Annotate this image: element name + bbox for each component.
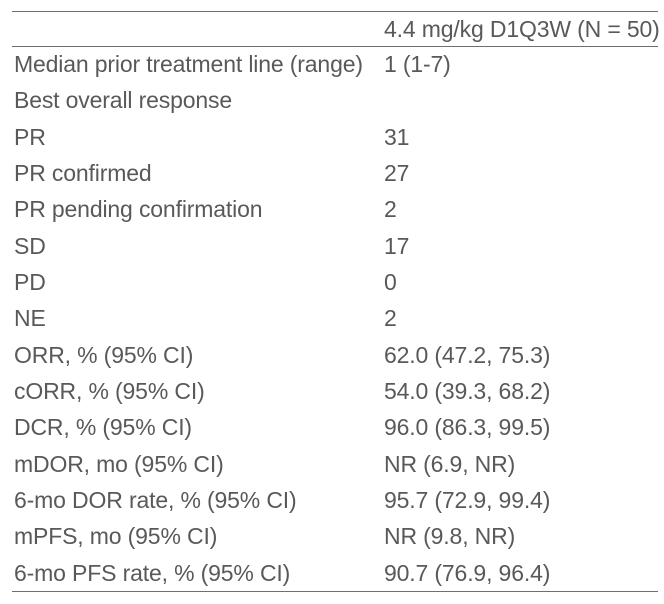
row-label: cORR, % (95% CI) [14,378,205,405]
row-value: NR (9.8, NR) [384,523,516,550]
row-value: 1 (1-7) [384,51,451,78]
row-value: 2 [384,196,397,223]
header-row: 4.4 mg/kg D1Q3W (N = 50) [12,11,660,47]
row-label: ORR, % (95% CI) [14,341,194,368]
row-value [382,83,658,119]
table-row: PR 31 [12,119,658,155]
table-row: cORR, % (95% CI) 54.0 (39.3, 68.2) [12,373,658,409]
results-table-container: 4.4 mg/kg D1Q3W (N = 50) Median prior tr… [12,11,660,592]
table-row: PR confirmed 27 [12,155,658,191]
row-label: mPFS, mo (95% CI) [14,523,218,550]
row-value: 90.7 (76.9, 96.4) [384,559,551,586]
row-label: PR pending confirmation [14,196,263,223]
row-value: 17 [384,232,410,259]
table-row: PR pending confirmation 2 [12,192,658,228]
row-label: 6-mo PFS rate, % (95% CI) [14,559,291,586]
table-row: 6-mo PFS rate, % (95% CI) 90.7 (76.9, 96.… [12,555,658,591]
row-label: DCR, % (95% CI) [14,414,192,441]
table-row: ORR, % (95% CI) 62.0 (47.2, 75.3) [12,337,658,373]
row-label: SD [14,232,46,259]
row-value: 95.7 (72.9, 99.4) [384,487,551,514]
results-table-body: Median prior treatment line (range) 1 (1-… [12,47,658,592]
header-label-cell [12,12,382,47]
row-value: 0 [384,269,397,296]
table-row: Median prior treatment line (range) 1 (1-… [12,47,658,83]
header-value-cell: 4.4 mg/kg D1Q3W (N = 50) [384,15,660,42]
table-row: NE 2 [12,301,658,337]
table-row: mDOR, mo (95% CI) NR (6.9, NR) [12,446,658,482]
row-value: 62.0 (47.2, 75.3) [384,341,551,368]
table-row: Best overall response [12,83,658,119]
row-value: 2 [384,305,397,332]
results-table-header: 4.4 mg/kg D1Q3W (N = 50) [12,11,660,47]
row-label: PD [14,269,46,296]
row-label: NE [14,305,46,332]
table-row: mPFS, mo (95% CI) NR (9.8, NR) [12,519,658,555]
row-label: PR confirmed [14,160,152,187]
row-value: 27 [384,160,410,187]
row-label: 6-mo DOR rate, % (95% CI) [14,487,297,514]
row-label: Best overall response [14,87,233,114]
row-label: PR [14,123,46,150]
table-row: DCR, % (95% CI) 96.0 (86.3, 99.5) [12,410,658,446]
row-value: 31 [384,123,410,150]
results-table: 4.4 mg/kg D1Q3W (N = 50) Median prior tr… [12,11,660,592]
row-label: Median prior treatment line (range) [14,51,363,78]
table-row: SD 17 [12,228,658,264]
table-row: PD 0 [12,264,658,300]
row-label: mDOR, mo (95% CI) [14,450,224,477]
table-row: 6-mo DOR rate, % (95% CI) 95.7 (72.9, 99.… [12,482,658,518]
row-value: 54.0 (39.3, 68.2) [384,378,551,405]
row-value: NR (6.9, NR) [384,450,516,477]
row-value: 96.0 (86.3, 99.5) [384,414,551,441]
